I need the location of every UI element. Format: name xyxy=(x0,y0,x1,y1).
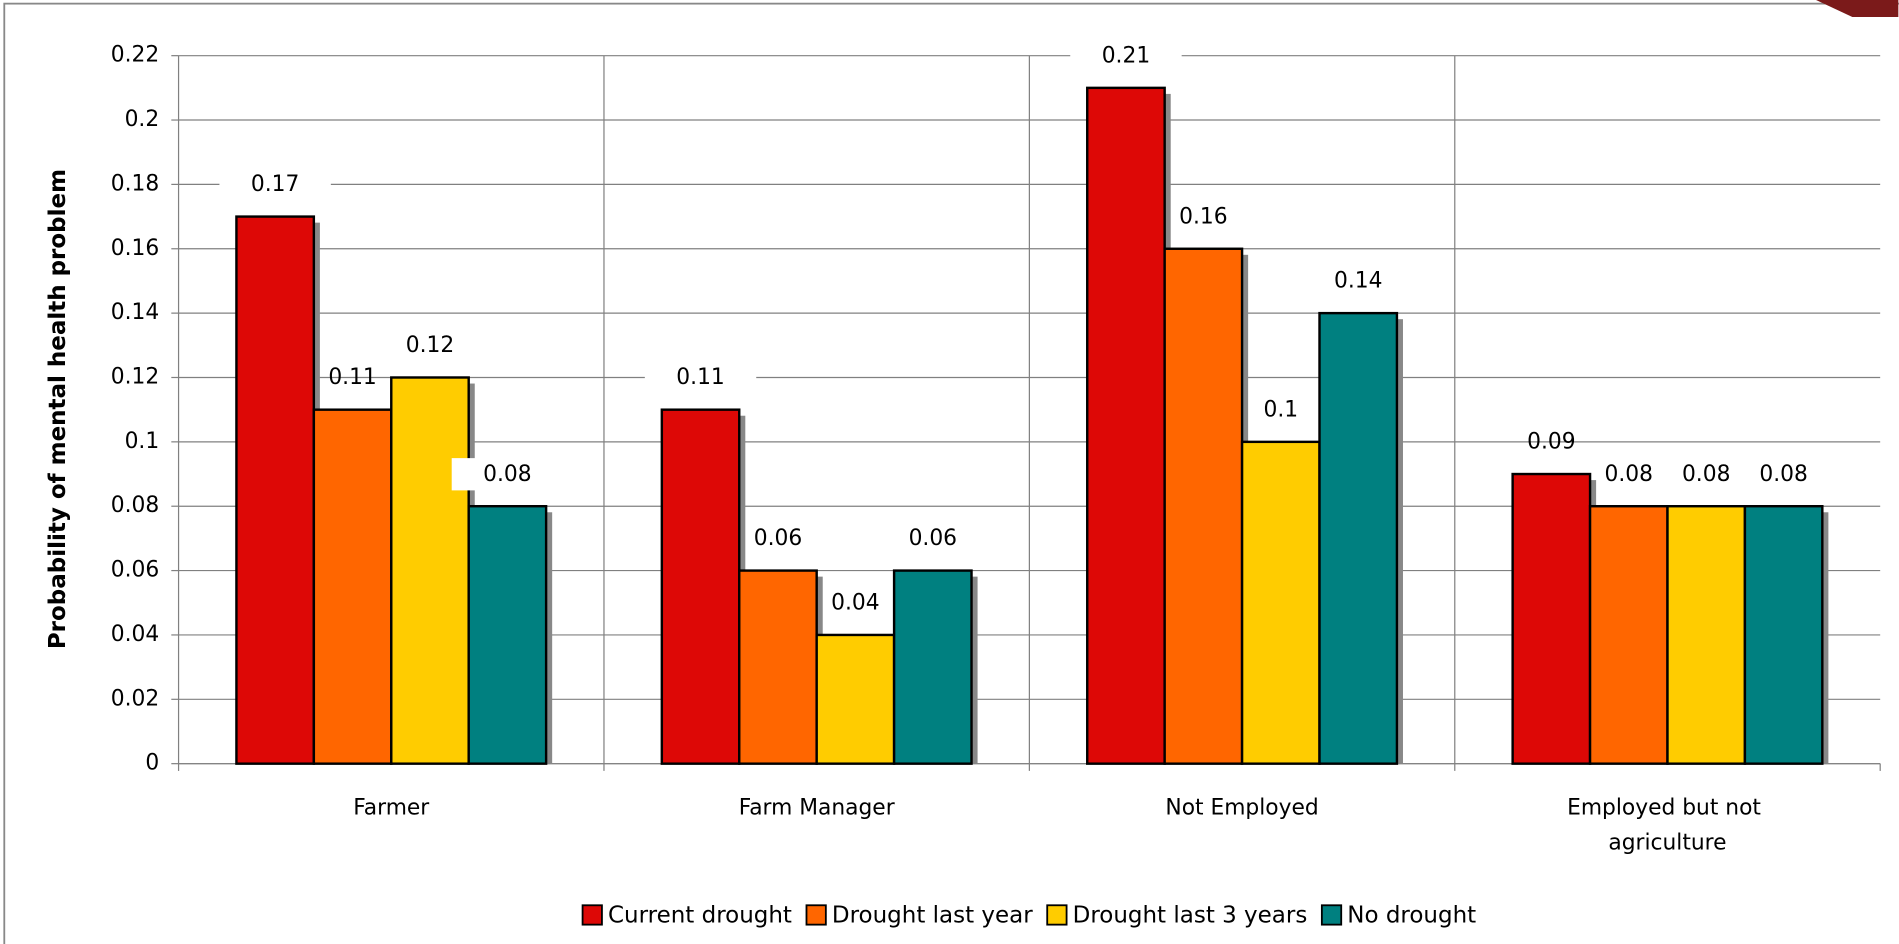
data-label: 0.12 xyxy=(406,333,454,358)
y-tick-label: 0.02 xyxy=(111,686,159,711)
legend: Current drought Drought last year Drought … xyxy=(581,903,1476,929)
y-tick-label: 0.06 xyxy=(111,558,159,583)
bar xyxy=(1511,472,1592,765)
bar xyxy=(1163,247,1244,765)
data-label: 0.1 xyxy=(1263,397,1298,422)
legend-swatch xyxy=(1320,904,1343,926)
legend-label: Drought last year xyxy=(832,903,1033,929)
bar xyxy=(1318,311,1399,765)
x-tick-label: Farm Manager xyxy=(739,795,895,820)
data-label: 0.16 xyxy=(1179,204,1227,229)
data-label: 0.11 xyxy=(328,365,376,390)
bar xyxy=(738,569,818,765)
y-tick-label: 0.14 xyxy=(111,300,159,325)
data-label-background xyxy=(1070,39,1182,73)
y-axis-title: Probability of mental health problem xyxy=(45,169,71,649)
legend-swatch xyxy=(1046,904,1068,926)
bar xyxy=(1588,505,1669,765)
legend-swatch xyxy=(805,904,827,926)
data-label: 0.11 xyxy=(676,365,724,390)
y-tick-label: 0.04 xyxy=(111,622,159,647)
data-label-background xyxy=(644,361,757,394)
legend-label: Drought last 3 years xyxy=(1073,903,1308,929)
bar xyxy=(235,215,316,765)
y-tick-label: 0.1 xyxy=(125,429,160,454)
bar xyxy=(312,408,393,765)
y-tick-label: 0.16 xyxy=(111,236,159,261)
bar xyxy=(892,569,973,765)
x-tick-label: Not Employed xyxy=(1165,795,1318,820)
legend-swatch xyxy=(581,904,603,926)
data-label-background xyxy=(219,168,331,201)
y-tick-label: 0.18 xyxy=(111,171,159,196)
y-tick-label: 0.2 xyxy=(125,107,160,132)
data-label-background xyxy=(451,458,564,491)
data-label: 0.08 xyxy=(1605,462,1653,487)
data-label: 0.17 xyxy=(251,172,299,197)
data-label: 0.09 xyxy=(1527,430,1575,455)
data-label: 0.14 xyxy=(1334,269,1382,294)
y-tick-label: 0.08 xyxy=(111,493,159,518)
bar xyxy=(815,633,896,765)
y-tick-label: 0 xyxy=(145,751,159,776)
x-tick-label: Farmer xyxy=(353,795,429,820)
data-label: 0.04 xyxy=(831,590,879,615)
data-label: 0.06 xyxy=(754,526,802,551)
bar xyxy=(1086,86,1166,765)
data-label-background xyxy=(1302,265,1414,298)
data-label: 0.06 xyxy=(909,526,957,551)
x-tick-label: Employed but not agriculture xyxy=(1567,795,1768,855)
data-label: 0.08 xyxy=(483,462,531,487)
data-label: 0.08 xyxy=(1682,462,1730,487)
y-tick-label: 0.12 xyxy=(111,364,159,389)
legend-label: No drought xyxy=(1347,903,1476,929)
bar xyxy=(660,408,741,765)
bar xyxy=(467,505,548,765)
corner-decoration xyxy=(1816,0,1899,17)
bar xyxy=(1240,440,1321,765)
data-label: 0.08 xyxy=(1759,462,1807,487)
legend-label: Current drought xyxy=(608,903,792,929)
y-tick-label: 0.22 xyxy=(111,43,159,68)
bar xyxy=(390,376,470,765)
data-label-background xyxy=(877,522,989,555)
bar xyxy=(1743,505,1824,765)
bar xyxy=(1666,505,1747,765)
data-label: 0.21 xyxy=(1102,43,1150,68)
